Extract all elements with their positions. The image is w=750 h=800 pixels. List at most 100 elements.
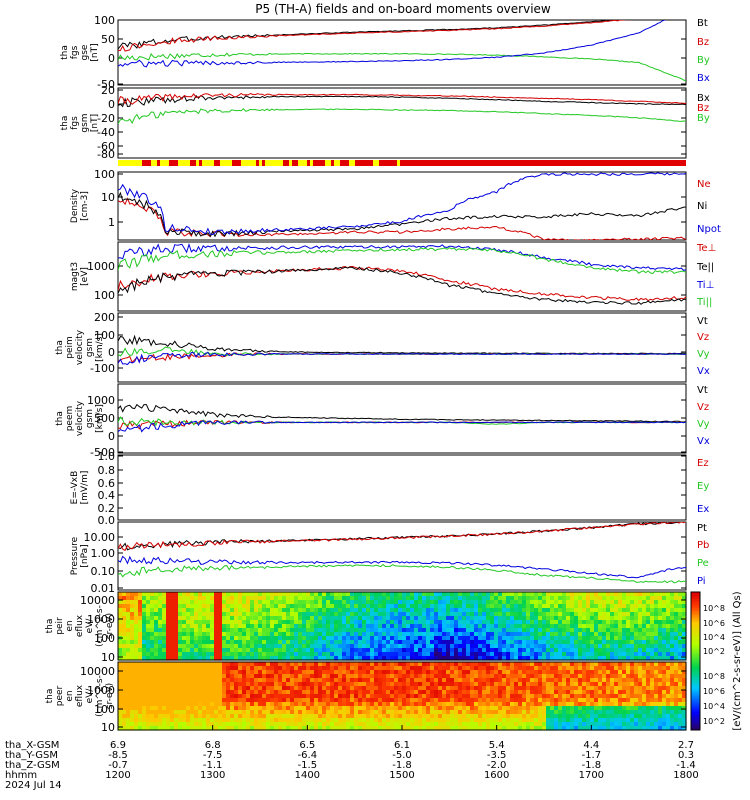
- spectrogram-cell: [634, 620, 639, 625]
- spectrogram-cell: [286, 674, 291, 679]
- spectrogram-cell: [282, 678, 287, 683]
- spectrogram-cell: [586, 710, 591, 715]
- spectrogram-cell: [218, 698, 223, 703]
- spectrogram-cell: [126, 678, 131, 683]
- spectrogram-cell: [602, 648, 607, 653]
- spectrogram-cell: [378, 702, 383, 707]
- spectrogram-cell: [442, 682, 447, 687]
- spectrogram-cell: [218, 608, 223, 613]
- spectrogram-cell: [542, 616, 547, 621]
- spectrogram-cell: [298, 714, 303, 719]
- spectrogram-cell: [338, 592, 343, 597]
- spectrogram-cell: [414, 714, 419, 719]
- spectrogram-cell: [578, 690, 583, 695]
- spectrogram-cell: [330, 694, 335, 699]
- panel-ylabel: gse: [80, 44, 90, 60]
- spectrogram-cell: [218, 632, 223, 637]
- ytick-label: 0: [108, 98, 115, 111]
- spectrogram-cell: [614, 612, 619, 617]
- spectrogram-cell: [674, 656, 679, 661]
- spectrogram-cell: [186, 620, 191, 625]
- spectrogram-cell: [674, 644, 679, 649]
- spectrogram-cell: [630, 612, 635, 617]
- spectrogram-cell: [662, 698, 667, 703]
- spectrogram-cell: [446, 596, 451, 601]
- spectrogram-cell: [142, 722, 147, 727]
- spectrogram-cell: [486, 682, 491, 687]
- spectrogram-cell: [254, 722, 259, 727]
- spectrogram-cell: [374, 644, 379, 649]
- spectrogram-cell: [598, 632, 603, 637]
- spectrogram-cell: [194, 690, 199, 695]
- spectrogram-cell: [174, 640, 179, 645]
- spectrogram-cell: [498, 592, 503, 597]
- spectrogram-cell: [674, 624, 679, 629]
- spectrogram-cell: [142, 670, 147, 675]
- spectrogram-cell: [210, 694, 215, 699]
- spectrogram-cell: [422, 632, 427, 637]
- spectrogram-cell: [438, 682, 443, 687]
- ytick-label: 0.8: [98, 464, 116, 477]
- spectrogram-cell: [566, 670, 571, 675]
- spectrogram-cell: [370, 682, 375, 687]
- spectrogram-cell: [666, 718, 671, 723]
- spectrogram-cell: [466, 612, 471, 617]
- spectrogram-cell: [542, 596, 547, 601]
- spectrogram-cell: [286, 648, 291, 653]
- spectrogram-cell: [646, 648, 651, 653]
- spectrogram-cell: [450, 636, 455, 641]
- spectrogram-cell: [266, 596, 271, 601]
- spectrogram-cell: [258, 604, 263, 609]
- spectrogram-cell: [310, 698, 315, 703]
- spectrogram-cell: [630, 726, 635, 731]
- spectrogram-cell: [126, 608, 131, 613]
- spectrogram-cell: [438, 640, 443, 645]
- spectrogram-cell: [246, 604, 251, 609]
- spectrogram-cell: [518, 702, 523, 707]
- spectrogram-cell: [210, 682, 215, 687]
- spectrogram-cell: [150, 674, 155, 679]
- spectrogram-cell: [662, 718, 667, 723]
- spectrogram-cell: [338, 620, 343, 625]
- spectrogram-cell: [602, 596, 607, 601]
- spectrogram-cell: [342, 628, 347, 633]
- spectrogram-cell: [554, 686, 559, 691]
- spectrogram-cell: [162, 674, 167, 679]
- spectrogram-cell: [298, 674, 303, 679]
- spectrogram-cell: [358, 604, 363, 609]
- spectrogram-cell: [662, 632, 667, 637]
- spectrogram-cell: [570, 632, 575, 637]
- spectrogram-cell: [266, 620, 271, 625]
- spectrogram-cell: [342, 652, 347, 657]
- spectrogram-cell: [346, 686, 351, 691]
- spectrogram-cell: [290, 722, 295, 727]
- spectrogram-cell: [374, 648, 379, 653]
- spectrogram-cell: [638, 600, 643, 605]
- spectrogram-cell: [386, 702, 391, 707]
- spectrogram-cell: [162, 620, 167, 625]
- spectrogram-cell: [158, 714, 163, 719]
- spectrogram-cell: [530, 600, 535, 605]
- spectrogram-cell: [286, 718, 291, 723]
- spectrogram-cell: [122, 674, 127, 679]
- peim-velocity-series: [118, 334, 686, 366]
- spectrogram-cell: [642, 640, 647, 645]
- spectrogram-cell: [310, 678, 315, 683]
- spectrogram-cell: [150, 670, 155, 675]
- spectrogram-cell: [590, 624, 595, 629]
- spectrogram-cell: [498, 624, 503, 629]
- spectrogram-cell: [358, 656, 363, 661]
- spectrogram-cell: [310, 686, 315, 691]
- legend-temperature-2: Ti⊥: [696, 280, 714, 291]
- spectrogram-cell: [610, 714, 615, 719]
- spectrogram-cell: [410, 698, 415, 703]
- spectrogram-cell: [498, 656, 503, 661]
- spectrogram-cell: [462, 600, 467, 605]
- spectrogram-cell: [554, 718, 559, 723]
- spectrogram-cell: [530, 710, 535, 715]
- spectrogram-cell: [582, 596, 587, 601]
- spectrogram-cell: [222, 706, 227, 711]
- spectrogram-cell: [602, 718, 607, 723]
- spectrogram-cell: [634, 600, 639, 605]
- spectrogram-cell: [318, 636, 323, 641]
